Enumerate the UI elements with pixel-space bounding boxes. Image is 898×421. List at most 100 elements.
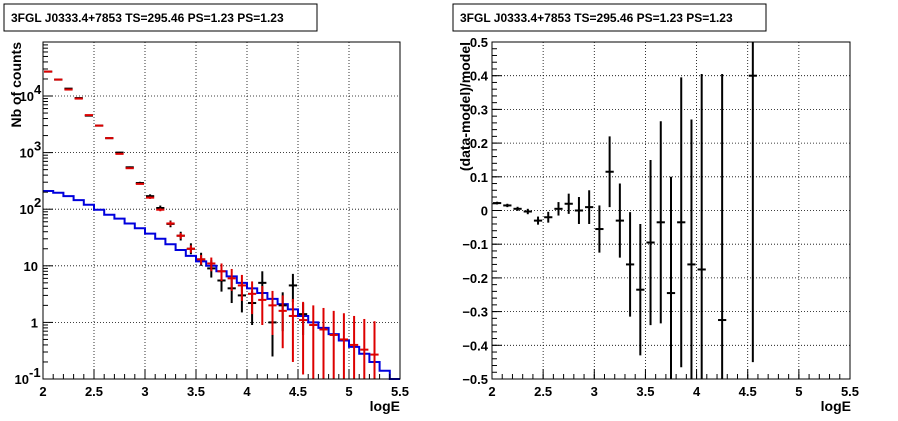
x-tick-label: 5.5 (841, 384, 859, 399)
x-tick-label: 5 (795, 384, 802, 399)
residual-point (718, 74, 727, 379)
residual-point (646, 159, 655, 326)
residual-point (493, 201, 502, 205)
residual-point (523, 208, 532, 215)
model-point (309, 305, 318, 379)
y-tick-label: 0.1 (470, 170, 488, 185)
y-tick-label: 0.5 (470, 35, 488, 50)
residual-point (513, 206, 522, 211)
y-tick-label: 0 (481, 204, 488, 219)
right-y-axis-label: (data-model)/model (457, 42, 473, 171)
y-tick-label: −0.1 (462, 237, 488, 252)
y-tick-label: 10 (24, 259, 38, 274)
model-point (217, 263, 226, 281)
model-point (115, 152, 124, 155)
y-tick-label: 0.2 (470, 136, 488, 151)
y-tick-label: 0.4 (470, 69, 489, 84)
left-x-axis-label: logE (370, 398, 400, 414)
model-point (166, 221, 175, 226)
model-point (268, 290, 277, 335)
x-tick-label: 5 (345, 384, 352, 399)
model-point (54, 78, 63, 81)
model-point (197, 255, 206, 265)
model-point (237, 274, 246, 301)
model-point (370, 321, 379, 379)
y-tick-label: 10 (20, 202, 34, 217)
right-y-axis: −0.5 −0.4 −0.3 −0.2 −0.1 0 0.1 0.2 0.3 0.4 0.5 (462, 35, 502, 387)
left-panel: 3FGL J0333.4+7853 TS=295.46 PS=1.23 PS=1… (3, 3, 409, 414)
model-point (319, 307, 328, 379)
model-point (95, 124, 104, 127)
x-tick-label: 3 (591, 384, 598, 399)
y-tick-label: 0.3 (470, 102, 488, 117)
residual-point (554, 202, 563, 216)
residual-point (533, 216, 543, 225)
model-point (227, 268, 236, 291)
residual-point (564, 193, 573, 214)
residual-point (656, 121, 665, 324)
residual-point (748, 42, 757, 363)
left-plot-frame (42, 41, 401, 380)
model-point (146, 196, 155, 199)
residual-point (677, 77, 686, 368)
residual-point (585, 190, 594, 224)
model-point (339, 313, 348, 379)
y-tick-exponent: 4 (34, 82, 42, 97)
y-tick-label: −0.3 (462, 305, 488, 320)
data-point (288, 273, 297, 302)
left-x-axis: 2 2.5 3 3.5 4 4.5 5 5.5 (39, 369, 409, 399)
right-panel: 3FGL J0333.4+7853 TS=295.46 PS=1.23 PS=1… (452, 3, 859, 414)
residual-point (636, 223, 645, 356)
residual-point (615, 183, 624, 258)
model-point (105, 137, 114, 140)
right-title-box (452, 3, 767, 32)
right-x-axis-label: logE (821, 398, 851, 414)
x-tick-label: 2 (488, 384, 495, 399)
residual-point (503, 203, 512, 208)
model-point (84, 114, 93, 117)
x-tick-label: 4 (243, 384, 251, 399)
residual-point (595, 205, 604, 253)
model-point (288, 298, 297, 362)
y-tick-label: −0.4 (462, 338, 488, 353)
x-tick-label: 2.5 (85, 384, 103, 399)
right-grid (492, 42, 850, 379)
right-title: 3FGL J0333.4+7853 TS=295.46 PS=1.23 PS=1… (460, 11, 733, 25)
model-point (248, 281, 257, 315)
right-x-axis: 2 2.5 3 3.5 4 4.5 5 5.5 (488, 369, 859, 399)
x-tick-label: 2.5 (534, 384, 552, 399)
residual-point (666, 176, 676, 379)
y-tick-label: −0.2 (462, 271, 488, 286)
model-point (125, 167, 134, 170)
residual-point (687, 119, 696, 379)
left-title-box (3, 3, 318, 32)
model-point (278, 295, 287, 349)
y-tick-label: 10 (15, 372, 29, 387)
residual-point (544, 211, 553, 223)
y-tick-exponent: 2 (34, 195, 41, 210)
left-series (44, 70, 379, 379)
residual-point (625, 212, 635, 317)
model-point (350, 315, 359, 379)
right-series (493, 42, 757, 379)
model-point (207, 257, 216, 272)
left-y-axis-label: Nb of counts (8, 42, 24, 128)
model-point (176, 232, 185, 239)
y-tick-label: −0.5 (462, 372, 488, 387)
x-tick-label: 3 (141, 384, 148, 399)
model-point (258, 285, 267, 325)
model-point (186, 245, 195, 253)
residual-point (605, 136, 614, 208)
x-tick-label: 4 (693, 384, 701, 399)
y-tick-label: 10 (20, 146, 34, 161)
residual-point (574, 197, 584, 224)
y-tick-exponent: 3 (34, 139, 41, 154)
y-tick-exponent: -1 (29, 365, 41, 380)
x-tick-label: 2 (39, 384, 46, 399)
x-tick-label: 3.5 (636, 384, 654, 399)
model-point (299, 301, 308, 375)
left-title: 3FGL J0333.4+7853 TS=295.46 PS=1.23 PS=1… (11, 11, 284, 25)
model-point (360, 318, 369, 379)
model-point (135, 182, 144, 185)
